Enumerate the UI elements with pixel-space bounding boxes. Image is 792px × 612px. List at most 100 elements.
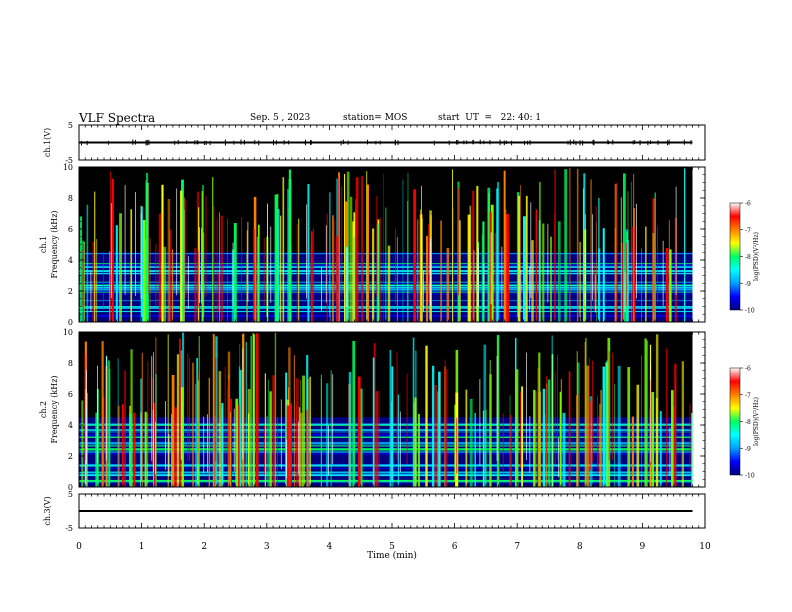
sferic-core bbox=[90, 271, 92, 312]
sferic-core bbox=[105, 355, 107, 461]
sferic bbox=[371, 228, 375, 322]
sferic bbox=[264, 373, 266, 487]
sferic bbox=[101, 341, 104, 487]
interference-line bbox=[79, 481, 693, 483]
colorbar-tick-label: -8 bbox=[745, 254, 751, 261]
sferic bbox=[122, 404, 124, 487]
x-axis-label: Time (min) bbox=[367, 550, 417, 561]
sferic bbox=[496, 335, 500, 487]
interference-line bbox=[79, 423, 693, 426]
sferic bbox=[614, 183, 617, 322]
sferic bbox=[195, 383, 196, 487]
sferic-core bbox=[84, 353, 86, 461]
sferic bbox=[235, 398, 239, 487]
sferic bbox=[142, 219, 146, 322]
sferic bbox=[397, 394, 399, 487]
sferic bbox=[631, 416, 634, 487]
sferic bbox=[171, 414, 173, 487]
sferic bbox=[602, 228, 605, 322]
sferic bbox=[215, 336, 218, 487]
sferic-core bbox=[483, 263, 485, 311]
sferic-core bbox=[611, 352, 613, 461]
y-tick-label: 6 bbox=[68, 390, 73, 399]
colorbar-1 bbox=[729, 202, 741, 311]
sferic bbox=[627, 367, 631, 487]
sferic bbox=[598, 197, 600, 322]
sferic-core bbox=[206, 414, 208, 473]
sferic bbox=[630, 181, 632, 322]
sferic bbox=[337, 177, 340, 322]
sferic-core bbox=[490, 232, 492, 305]
sferic bbox=[533, 389, 536, 487]
sferic bbox=[246, 230, 248, 322]
sferic bbox=[655, 334, 659, 487]
sferic bbox=[81, 400, 84, 487]
sferic-core bbox=[295, 405, 297, 471]
sferic-core bbox=[165, 401, 166, 470]
sferic bbox=[490, 204, 494, 322]
sferic-core bbox=[135, 191, 136, 296]
spectrogram-2 bbox=[79, 332, 705, 487]
sferic bbox=[144, 239, 147, 322]
sferic-core bbox=[423, 270, 424, 312]
sferic bbox=[331, 215, 334, 322]
sferic bbox=[219, 212, 220, 322]
sferic bbox=[233, 223, 237, 322]
sferic-core bbox=[584, 214, 586, 301]
sferic-core bbox=[520, 269, 522, 312]
interference-line bbox=[79, 434, 693, 436]
sferic bbox=[671, 390, 674, 487]
sferic bbox=[107, 360, 111, 487]
sferic bbox=[483, 344, 487, 487]
sferic bbox=[163, 246, 167, 322]
sferic-core bbox=[198, 250, 200, 308]
sferic bbox=[465, 389, 468, 487]
sferic bbox=[253, 229, 256, 322]
sferic bbox=[518, 195, 521, 322]
sferic-core bbox=[346, 247, 348, 308]
sferic bbox=[621, 242, 624, 322]
sferic bbox=[551, 335, 553, 487]
sferic bbox=[489, 211, 492, 322]
sferic-core bbox=[264, 425, 265, 475]
sferic bbox=[141, 206, 143, 322]
x-tick-label: 0 bbox=[76, 542, 82, 552]
sferic bbox=[252, 333, 255, 487]
sferic-core bbox=[321, 267, 322, 312]
sferic bbox=[633, 174, 635, 322]
y-tick-label: 10 bbox=[63, 328, 73, 337]
sferic bbox=[641, 248, 642, 322]
sferic bbox=[354, 199, 357, 322]
sferic bbox=[509, 414, 512, 487]
sferic bbox=[320, 374, 323, 487]
sferic bbox=[213, 206, 215, 322]
colorbar-tick-label: -10 bbox=[745, 308, 755, 315]
x-tick-label: 10 bbox=[699, 542, 711, 552]
sferic bbox=[620, 197, 622, 322]
sferic-core bbox=[444, 359, 446, 462]
sferic-core bbox=[270, 226, 272, 303]
colorbar-label-2: log(PSD)(V²/Hz) bbox=[753, 397, 760, 446]
sferic bbox=[155, 337, 157, 487]
sferic-core bbox=[569, 188, 571, 296]
sferic bbox=[247, 389, 251, 487]
sferic bbox=[481, 235, 484, 322]
y-tick-label: -5 bbox=[65, 524, 73, 533]
sferic-core bbox=[152, 409, 154, 472]
y-tick-label: 8 bbox=[68, 359, 73, 368]
sferic-core bbox=[406, 373, 408, 465]
sferic-core bbox=[97, 365, 98, 463]
sferic bbox=[445, 368, 448, 487]
sferic bbox=[538, 352, 541, 487]
sferic bbox=[124, 370, 126, 487]
sferic bbox=[115, 225, 118, 322]
sferic bbox=[302, 375, 305, 487]
sferic-core bbox=[595, 205, 597, 299]
sferic bbox=[326, 383, 329, 487]
sferic bbox=[473, 250, 475, 322]
sferic bbox=[110, 171, 111, 322]
sferic bbox=[375, 391, 379, 487]
sferic bbox=[285, 372, 288, 487]
